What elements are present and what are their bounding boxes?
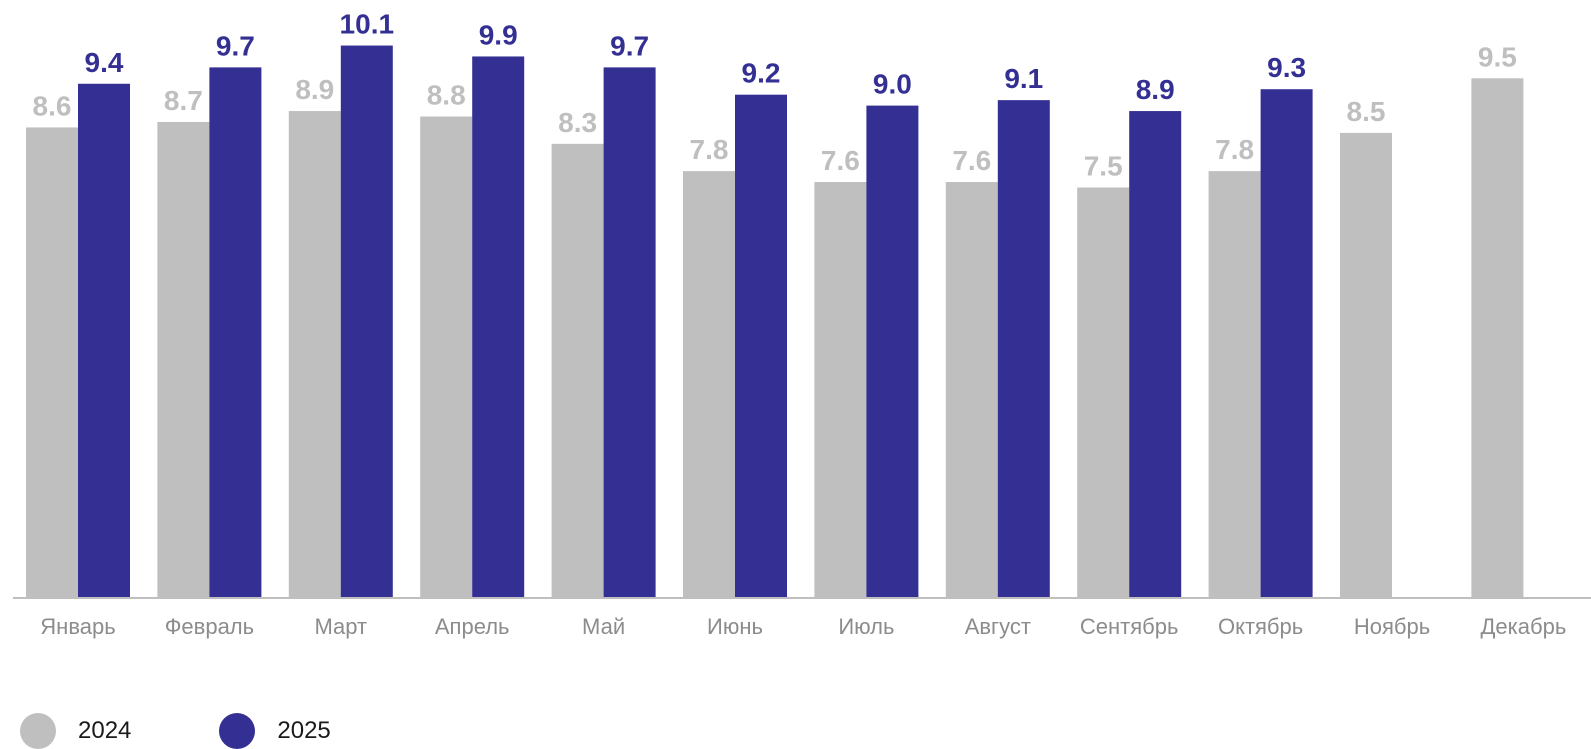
data-label-2024-6: 7.8 (690, 134, 729, 165)
legend-label-2025: 2025 (277, 717, 331, 744)
data-label-2025-7: 9.0 (873, 69, 912, 100)
bar-2024-4 (420, 116, 473, 598)
data-label-2024-2: 8.7 (164, 85, 203, 116)
data-label-2025-6: 9.2 (742, 58, 781, 89)
data-label-2024-1: 8.6 (33, 90, 72, 121)
data-label-2024-3: 8.9 (295, 74, 334, 105)
bar-2025-5 (603, 67, 656, 597)
bar-2025-6 (735, 94, 787, 598)
bar-2025-9 (1129, 111, 1182, 597)
data-label-2024-5: 8.3 (558, 107, 597, 138)
bar-2024-2 (157, 121, 210, 597)
bar-2025-8 (997, 100, 1050, 597)
x-tick-label-1: Январь (40, 614, 115, 639)
data-label-2024-11: 8.5 (1347, 96, 1386, 127)
x-tick-label-8: Август (965, 614, 1031, 639)
data-label-2025-5: 9.7 (610, 30, 649, 61)
x-tick-label-2: Февраль (165, 614, 254, 639)
bar-2025-1 (78, 83, 130, 597)
data-label-2024-10: 7.8 (1215, 134, 1254, 165)
x-tick-label-6: Июнь (707, 614, 763, 639)
x-tick-label-11: Ноябрь (1354, 614, 1430, 639)
legend-item-2025: 2025 (219, 713, 331, 749)
bar-2024-1 (26, 127, 78, 597)
x-tick-label-10: Октябрь (1218, 614, 1303, 639)
x-tick-label-5: Май (582, 614, 625, 639)
data-label-2025-9: 8.9 (1136, 74, 1175, 105)
legend-swatch-2024-icon (20, 713, 56, 749)
data-label-2024-12: 9.5 (1478, 41, 1517, 72)
x-tick-label-12: Декабрь (1481, 614, 1567, 639)
x-tick-label-3: Март (314, 614, 367, 639)
data-label-2025-10: 9.3 (1267, 52, 1306, 83)
legend-swatch-2025-icon (219, 713, 256, 749)
x-tick-label-7: Июль (838, 614, 894, 639)
data-label-2024-8: 7.6 (952, 145, 991, 176)
bar-2024-9 (1077, 187, 1130, 597)
legend-label-2024: 2024 (78, 717, 132, 744)
bar-2024-12 (1471, 78, 1524, 598)
x-tick-label-9: Сентябрь (1080, 614, 1179, 639)
bar-chart: 8.6 9.4 Январь 8.7 9.7 Февраль 8.9 10.1 Март 8.8 9… (13, 9, 1591, 639)
bar-2025-3 (340, 45, 393, 598)
bar-2025-7 (866, 105, 919, 597)
bar-2025-4 (472, 56, 525, 597)
legend-item-2024: 2024 (20, 713, 131, 749)
data-label-2024-9: 7.5 (1084, 151, 1123, 182)
data-label-2024-7: 7.6 (821, 145, 860, 176)
data-label-2025-1: 9.4 (85, 47, 124, 78)
bar-2025-2 (209, 67, 262, 597)
bar-2024-7 (814, 182, 867, 598)
bar-2024-10 (1208, 171, 1261, 597)
bar-2024-3 (288, 111, 341, 597)
bar-2024-11 (1340, 132, 1392, 597)
bar-2024-8 (945, 182, 998, 598)
chart-legend: 2024 2025 (20, 713, 419, 749)
data-label-2025-8: 9.1 (1004, 63, 1043, 94)
bar-2024-5 (551, 143, 604, 597)
x-tick-label-4: Апрель (435, 614, 510, 639)
bar-2024-6 (683, 171, 735, 597)
bar-2025-10 (1260, 89, 1313, 597)
data-label-2024-4: 8.8 (427, 80, 466, 111)
data-label-2025-2: 9.7 (216, 30, 255, 61)
data-label-2025-4: 9.9 (479, 19, 518, 50)
data-label-2025-3: 10.1 (340, 9, 395, 40)
